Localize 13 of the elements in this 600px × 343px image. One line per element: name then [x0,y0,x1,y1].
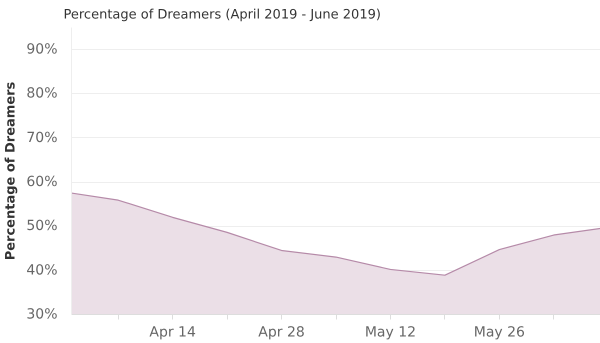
x-tick-label: Apr 28 [258,324,305,340]
y-tick-label: 70% [26,130,58,146]
y-axis-title: Percentage of Dreamers [3,81,18,260]
y-tick-label: 30% [26,306,58,322]
y-tick-label: 80% [26,86,58,102]
x-tick-label: Apr 14 [149,324,196,340]
chart-title: Percentage of Dreamers (April 2019 - June 2019) [64,8,381,22]
x-tick-label: May 26 [474,324,526,340]
y-tick-label: 40% [26,262,58,278]
y-tick-label: 90% [26,42,58,58]
y-tick-label: 60% [26,174,58,190]
y-tick-label: 50% [26,218,58,234]
x-tick-label: May 12 [364,324,416,340]
